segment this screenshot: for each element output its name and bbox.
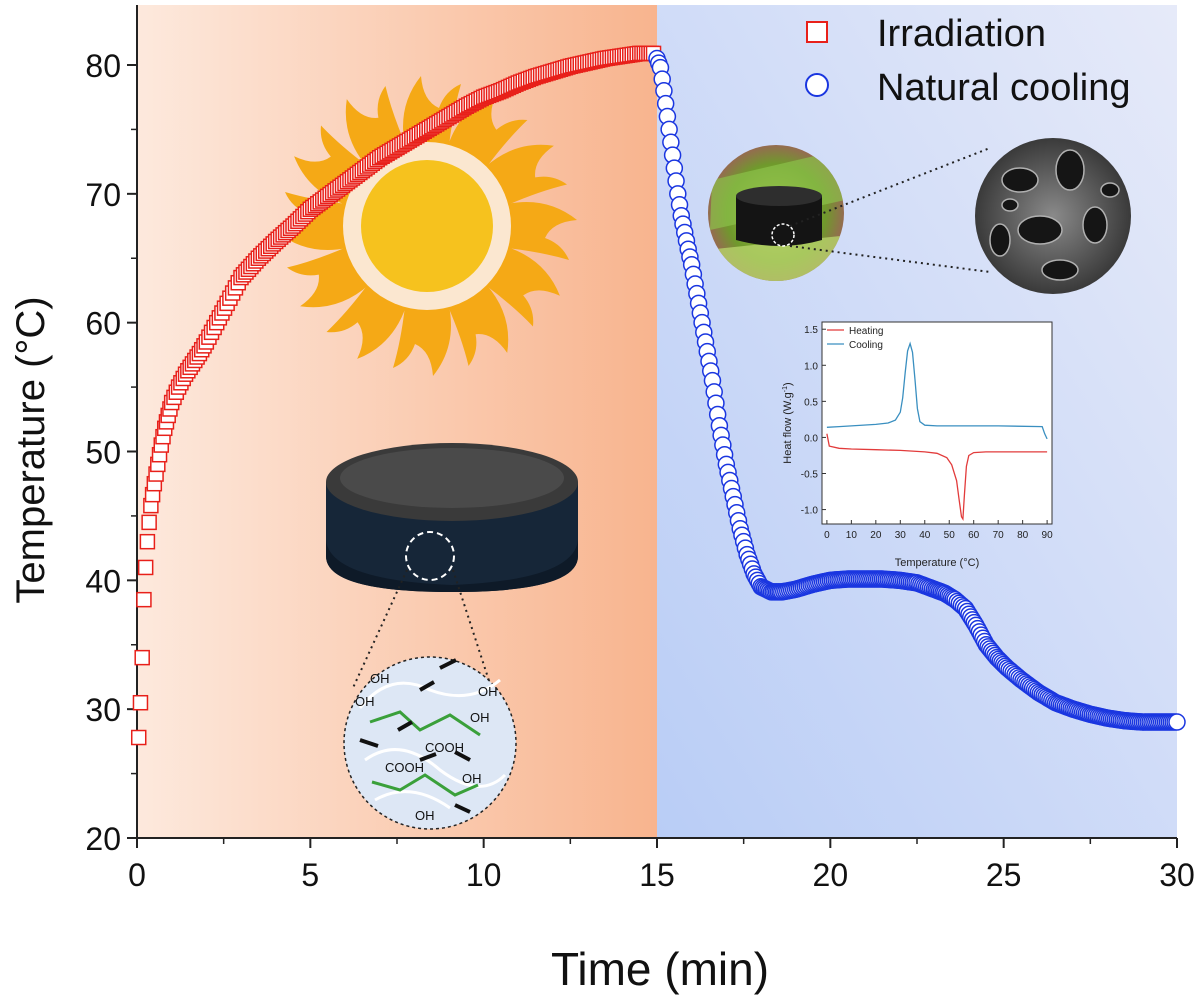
inset-y-tick-label: -0.5 (801, 470, 819, 481)
irradiation-point (139, 533, 156, 550)
inset-x-tick-label: 80 (1017, 530, 1029, 541)
x-axis-label: Time (min) (551, 943, 769, 995)
sun-flame (287, 246, 369, 308)
y-tick-label: 30 (85, 692, 121, 728)
inset-x-axis-label: Temperature (°C) (895, 557, 979, 569)
sun-icon (277, 76, 577, 376)
irradiation-point (130, 729, 147, 746)
sun-flame-shape (393, 306, 451, 376)
y-tick-label: 80 (85, 48, 121, 84)
sun-flame-shape (447, 284, 509, 366)
chem-label: OH (415, 808, 435, 823)
inset-y-tick-label: 0.0 (804, 433, 818, 444)
y-tick-label: 60 (85, 306, 121, 342)
sun-flame (447, 93, 528, 168)
sun-flame (485, 144, 567, 206)
x-tick-label: 0 (128, 857, 146, 893)
sun-flame-shape (287, 246, 369, 308)
inset-y-tick-label: 0.5 (804, 397, 818, 408)
inset-dsc-chart: 0 10 20 30 40 50 60 70 80 90-1.0-0.50.00.51.01.5 … (782, 321, 1054, 569)
sun-flame (326, 284, 407, 359)
legend-marker-natural-cooling (805, 73, 829, 97)
legend-label-irradiation: Irradiation (877, 13, 1046, 55)
main-chart-axes: 20 30 40 50 60 70 80 0 5 10 15 20 25 30 (85, 5, 1195, 893)
irradiation-point (141, 514, 157, 531)
inset-x-tick-label: 50 (944, 530, 956, 541)
sun-flame (447, 284, 509, 366)
x-tick-label: 30 (1159, 857, 1195, 893)
x-tick-label: 10 (466, 857, 502, 893)
sun-flame (507, 202, 577, 260)
inset-y-axis-label: Heat flow (W.g-1) (782, 382, 794, 463)
inset-x-tick-label: 70 (993, 530, 1005, 541)
sun-flame (393, 306, 451, 376)
inset-x-tick-label: 60 (968, 530, 980, 541)
irradiation-point (136, 591, 152, 608)
irradiation-point (132, 694, 149, 711)
inset-y-tick-label: 1.5 (804, 325, 818, 336)
inset-series-heating-line (826, 433, 1048, 522)
inset-x-tick-label: 10 (846, 530, 858, 541)
inset-x-tick-label: 90 (1042, 530, 1054, 541)
legend-label-natural-cooling: Natural cooling (877, 67, 1130, 109)
chem-label: COOH (425, 740, 464, 755)
x-tick-label: 5 (301, 857, 319, 893)
sun-flame-shape (447, 93, 528, 168)
irradiation-point (137, 559, 154, 576)
x-tick-label: 20 (813, 857, 849, 893)
y-tick-label: 40 (85, 563, 121, 599)
sample-on-leaf-photo (708, 145, 844, 281)
inset-y-label-main: Heat flow (W.g (782, 392, 794, 464)
inset-x-tick-label: 40 (919, 530, 931, 541)
x-tick-label: 15 (639, 857, 675, 893)
sample-disc-illustration (326, 443, 578, 691)
sun-flame-shape (326, 284, 407, 359)
inset-y-label-sup: -1 (782, 386, 789, 392)
y-tick-label: 70 (85, 177, 121, 213)
chem-label: OH (370, 671, 390, 686)
inset-series-cooling-line (826, 341, 1048, 440)
legend: Irradiation Natural cooling (805, 13, 1130, 109)
y-tick-label: 50 (85, 435, 121, 471)
x-tick-label: 25 (986, 857, 1022, 893)
inset-x-tick-label: 0 (824, 530, 830, 541)
inset-legend-label-cooling: Cooling (849, 340, 883, 351)
inset-y-tick-label: 1.0 (804, 361, 818, 372)
chem-label: OH (355, 694, 375, 709)
y-axis-label: Temperature (°C) (9, 296, 53, 603)
sun-flame-shape (507, 202, 577, 260)
inset-y-tick-label: -1.0 (801, 506, 819, 517)
sun-flame-shape (485, 144, 567, 206)
inset-legend-label-heating: Heating (849, 326, 883, 337)
main-chart-data (130, 45, 1186, 746)
sun-flame-shape (485, 246, 560, 327)
molecular-structure-diagram: OH OH OH OH COOH COOH OH OH (343, 656, 517, 830)
chem-label: OH (462, 771, 482, 786)
sem-micrograph-image (975, 138, 1131, 294)
zoom-line (789, 245, 991, 273)
inset-x-tick-label: 20 (870, 530, 882, 541)
y-tick-label: 20 (85, 821, 121, 857)
inset-x-tick-label: 30 (895, 530, 907, 541)
irradiation-point (134, 649, 150, 666)
inset-y-label-close: ) (782, 382, 794, 386)
chem-label: OH (478, 684, 498, 699)
natural-cooling-point (1168, 713, 1186, 731)
chem-label: COOH (385, 760, 424, 775)
chem-label: OH (470, 710, 490, 725)
legend-marker-irradiation (806, 21, 828, 43)
sun-flame (485, 246, 560, 327)
